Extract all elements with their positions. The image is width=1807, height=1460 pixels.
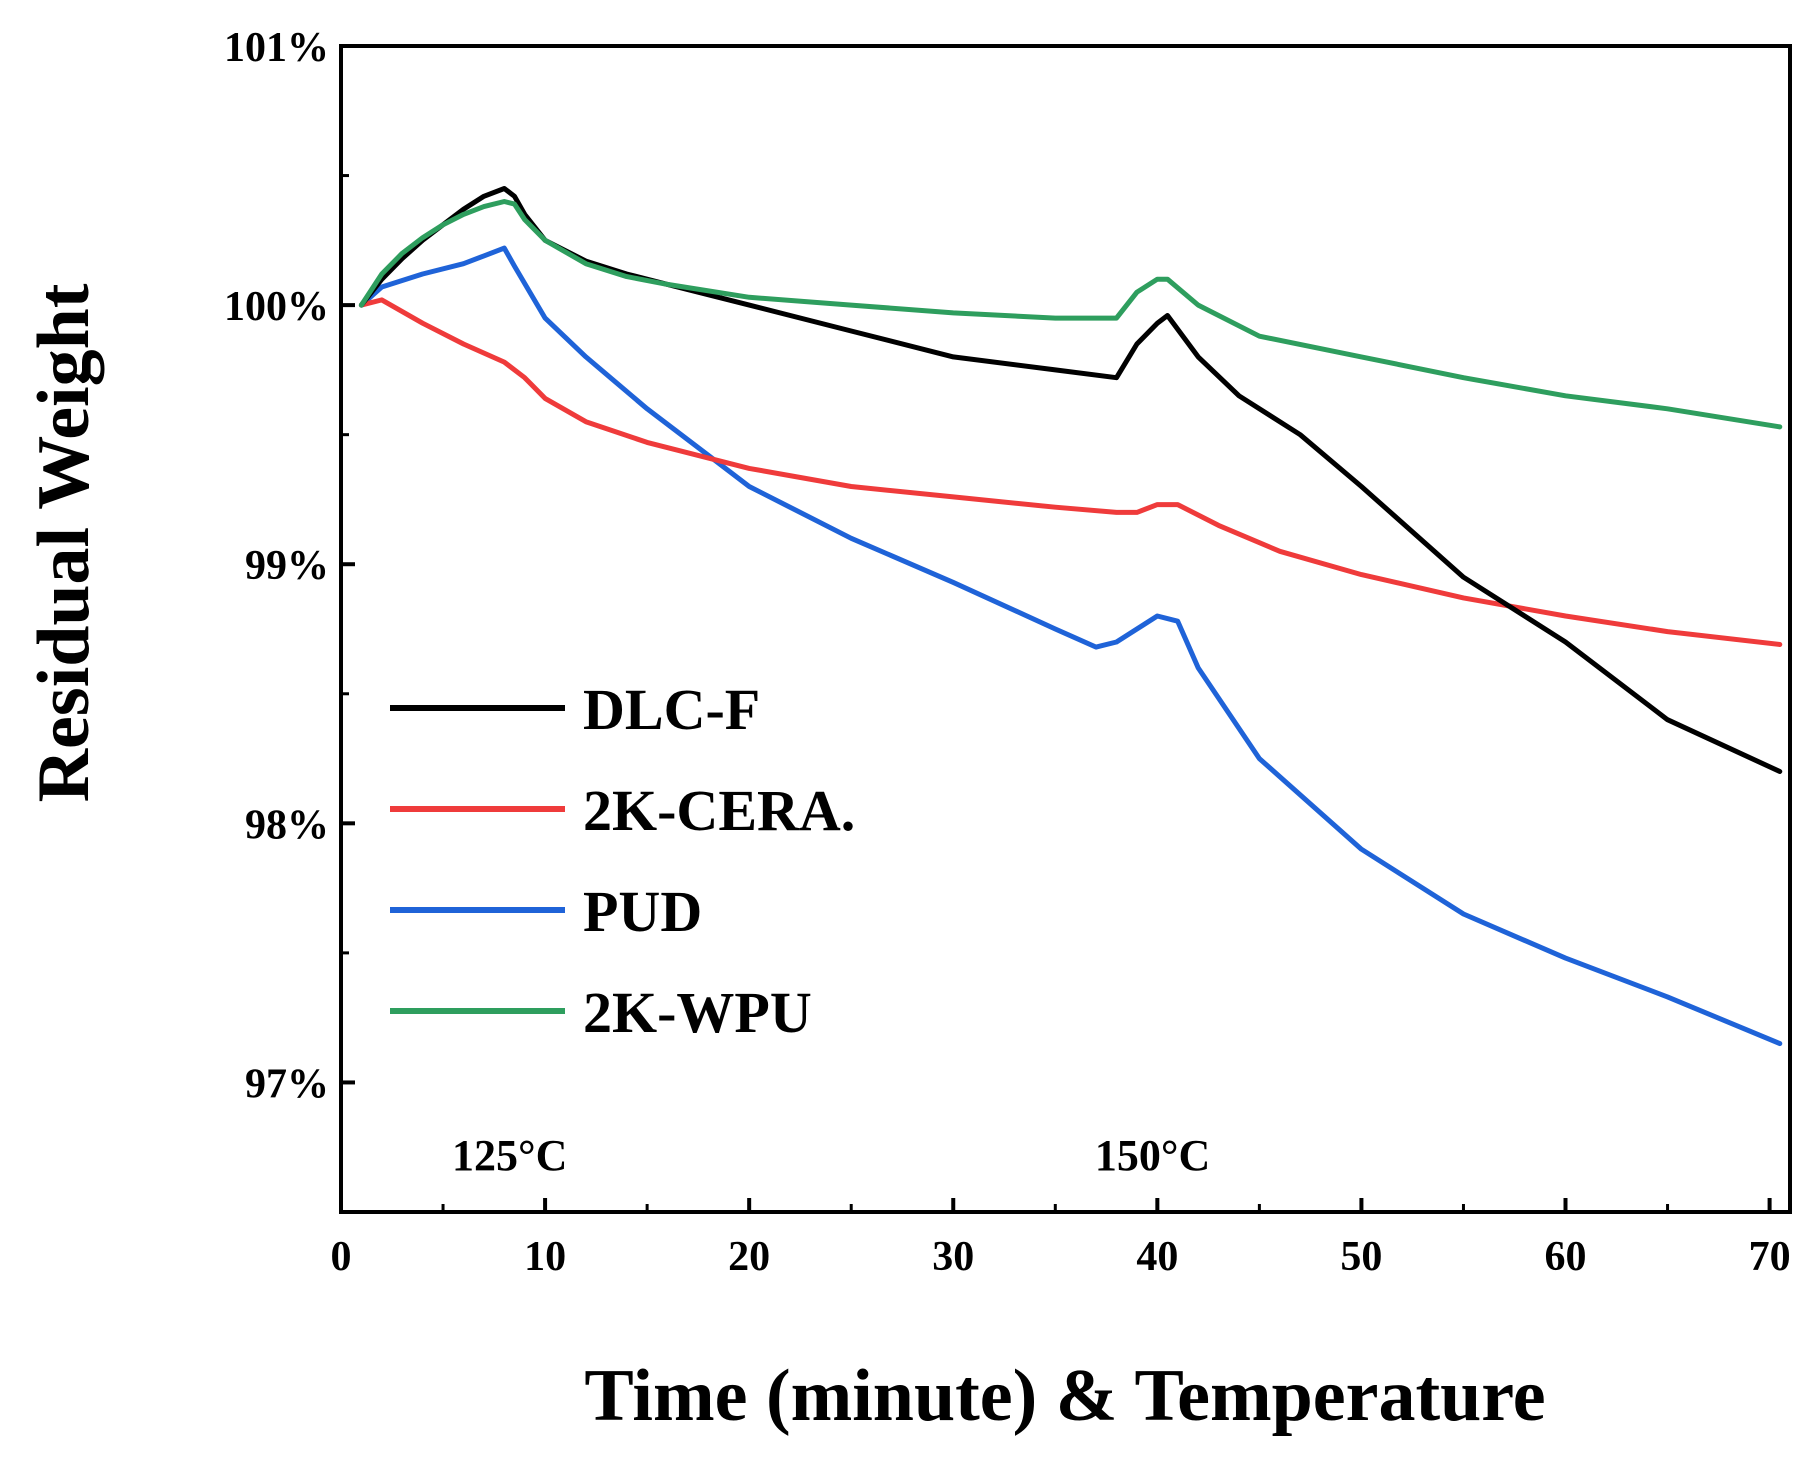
y-tick-label: 98% [245,802,329,848]
y-tick-label: 97% [245,1061,329,1107]
y-tick-label: 99% [245,543,329,589]
x-tick-label: 0 [331,1234,352,1280]
x-tick-label: 60 [1545,1234,1587,1280]
x-axis-ticks: 0 10 20 30 40 50 60 70 [331,1198,1791,1280]
temperature-annotations: 125°C 150°C [452,1131,1210,1180]
y-axis-ticks: 97% 98% 99% 100% 101% [224,25,355,1107]
legend-label: 2K-CERA. [583,778,855,843]
x-tick-label: 20 [728,1234,770,1280]
series-line-dlc-f [358,186,1783,774]
plot-frame [339,44,1792,1214]
legend-label: DLC-F [583,677,760,742]
temperature-annotation: 125°C [452,1131,567,1180]
y-axis-title: Residual Weight [23,283,105,802]
series-line-2k-wpu [358,199,1783,430]
x-tick-label: 50 [1340,1234,1382,1280]
y-tick-label: 100% [224,284,329,330]
series-line-pud [358,245,1783,1047]
x-tick-label: 40 [1136,1234,1178,1280]
x-axis-title: Time (minute) & Temperature [584,1355,1545,1437]
y-tick-label: 101% [224,25,329,71]
legend: DLC-F 2K-CERA. PUD 2K-WPU [390,677,855,1045]
x-tick-label: 70 [1749,1234,1791,1280]
legend-label: PUD [583,879,702,944]
series-line-2k-cera [358,297,1783,647]
x-tick-label: 10 [524,1234,566,1280]
series-lines [358,186,1783,1047]
x-tick-label: 30 [932,1234,974,1280]
temperature-annotation: 150°C [1095,1131,1210,1180]
legend-label: 2K-WPU [583,980,812,1045]
